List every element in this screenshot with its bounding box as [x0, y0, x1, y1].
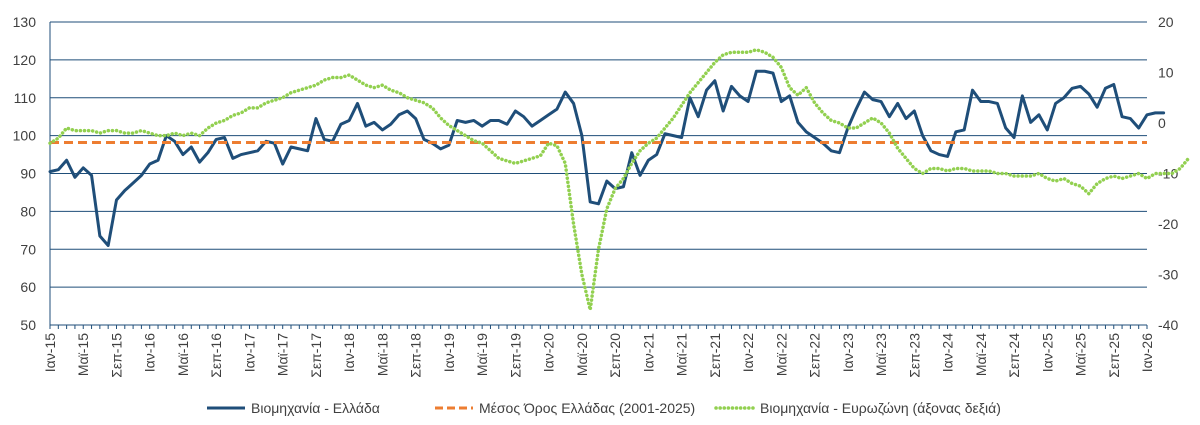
legend-label: Μέσος Όρος Ελλάδας (2001-2025): [479, 400, 695, 416]
x-tick-label: Μαϊ-16: [175, 333, 191, 376]
x-tick-label: Μαϊ-19: [474, 333, 490, 376]
x-tick-label: Ιαν-26: [1139, 333, 1155, 372]
x-tick-label: Ιαν-22: [740, 333, 756, 372]
x-tick-label: Σεπ-22: [807, 333, 823, 378]
x-tick-label: Ιαν-15: [42, 333, 58, 372]
left-tick-label: 110: [14, 90, 37, 106]
x-tick-label: Ιαν-18: [341, 333, 357, 372]
x-tick-label: Μαϊ-20: [574, 333, 590, 376]
x-tick-label: Ιαν-16: [142, 333, 158, 372]
x-tick-label: Μαϊ-17: [275, 333, 291, 376]
x-tick-label: Σεπ-16: [208, 333, 224, 378]
x-tick-label: Σεπ-20: [607, 333, 623, 378]
x-tick-label: Ιαν-25: [1039, 333, 1055, 372]
series-line-3: [48, 48, 1191, 312]
x-tick-label: Ιαν-19: [441, 333, 457, 372]
x-tick-label: Μαϊ-23: [873, 333, 889, 376]
right-tick-label: -30: [1158, 267, 1178, 283]
gridlines: [50, 21, 1147, 326]
x-tick-label: Σεπ-24: [1006, 333, 1022, 378]
left-tick-label: 50: [20, 317, 36, 333]
x-tick-label: Σεπ-25: [1106, 333, 1122, 378]
x-tick-label: Σεπ-18: [408, 333, 424, 378]
left-tick-label: 60: [20, 279, 36, 295]
series-line-1: [48, 69, 1166, 247]
x-tick-label: Ιαν-20: [541, 333, 557, 372]
x-tick-label: Μαϊ-25: [1073, 333, 1089, 376]
legend-label: Βιομηχανία - Ευρωζώνη (άξονας δεξιά): [760, 400, 1001, 416]
legend-label: Βιομηχανία - Ελλάδα: [251, 400, 380, 416]
left-tick-label: 80: [20, 203, 36, 219]
x-tick-label: Σεπ-17: [308, 333, 324, 378]
legend-item-1: Βιομηχανία - Ελλάδα: [207, 400, 380, 416]
x-tick-label: Μαϊ-21: [674, 333, 690, 376]
left-tick-label: 100: [13, 128, 37, 144]
x-tick-label: Μαϊ-24: [973, 333, 989, 376]
x-tick-label: Σεπ-23: [906, 333, 922, 378]
right-tick-label: -40: [1158, 317, 1178, 333]
x-tick-label: Ιαν-21: [640, 333, 656, 372]
x-tick-label: Μαϊ-15: [75, 333, 91, 376]
axes: 5060708090100110120130-40-30-20-1001020Ι…: [13, 14, 1179, 378]
x-tick-label: Μαϊ-18: [374, 333, 390, 376]
x-tick-label: Μαϊ-22: [773, 333, 789, 376]
x-tick-label: Σεπ-19: [507, 333, 523, 378]
legend-item-3: Βιομηχανία - Ευρωζώνη (άξονας δεξιά): [714, 400, 1001, 416]
x-tick-label: Σεπ-15: [108, 333, 124, 378]
x-tick-label: Ιαν-23: [840, 333, 856, 372]
left-tick-label: 120: [13, 52, 37, 68]
x-tick-label: Ιαν-17: [241, 333, 257, 372]
x-tick-label: Ιαν-24: [940, 333, 956, 372]
right-tick-label: 0: [1158, 115, 1166, 131]
right-tick-label: 10: [1158, 65, 1174, 81]
left-tick-label: 90: [20, 166, 36, 182]
legend-item-2: Μέσος Όρος Ελλάδας (2001-2025): [435, 400, 695, 416]
left-tick-label: 130: [13, 14, 37, 30]
legend: Βιομηχανία - Ελλάδα Μέσος Όρος Ελλάδας (2…: [207, 400, 1001, 416]
series-lines: [48, 48, 1191, 312]
right-tick-label: 20: [1158, 14, 1174, 30]
x-tick-label: Σεπ-21: [707, 333, 723, 378]
right-tick-label: -20: [1158, 216, 1178, 232]
left-tick-label: 70: [20, 241, 36, 257]
